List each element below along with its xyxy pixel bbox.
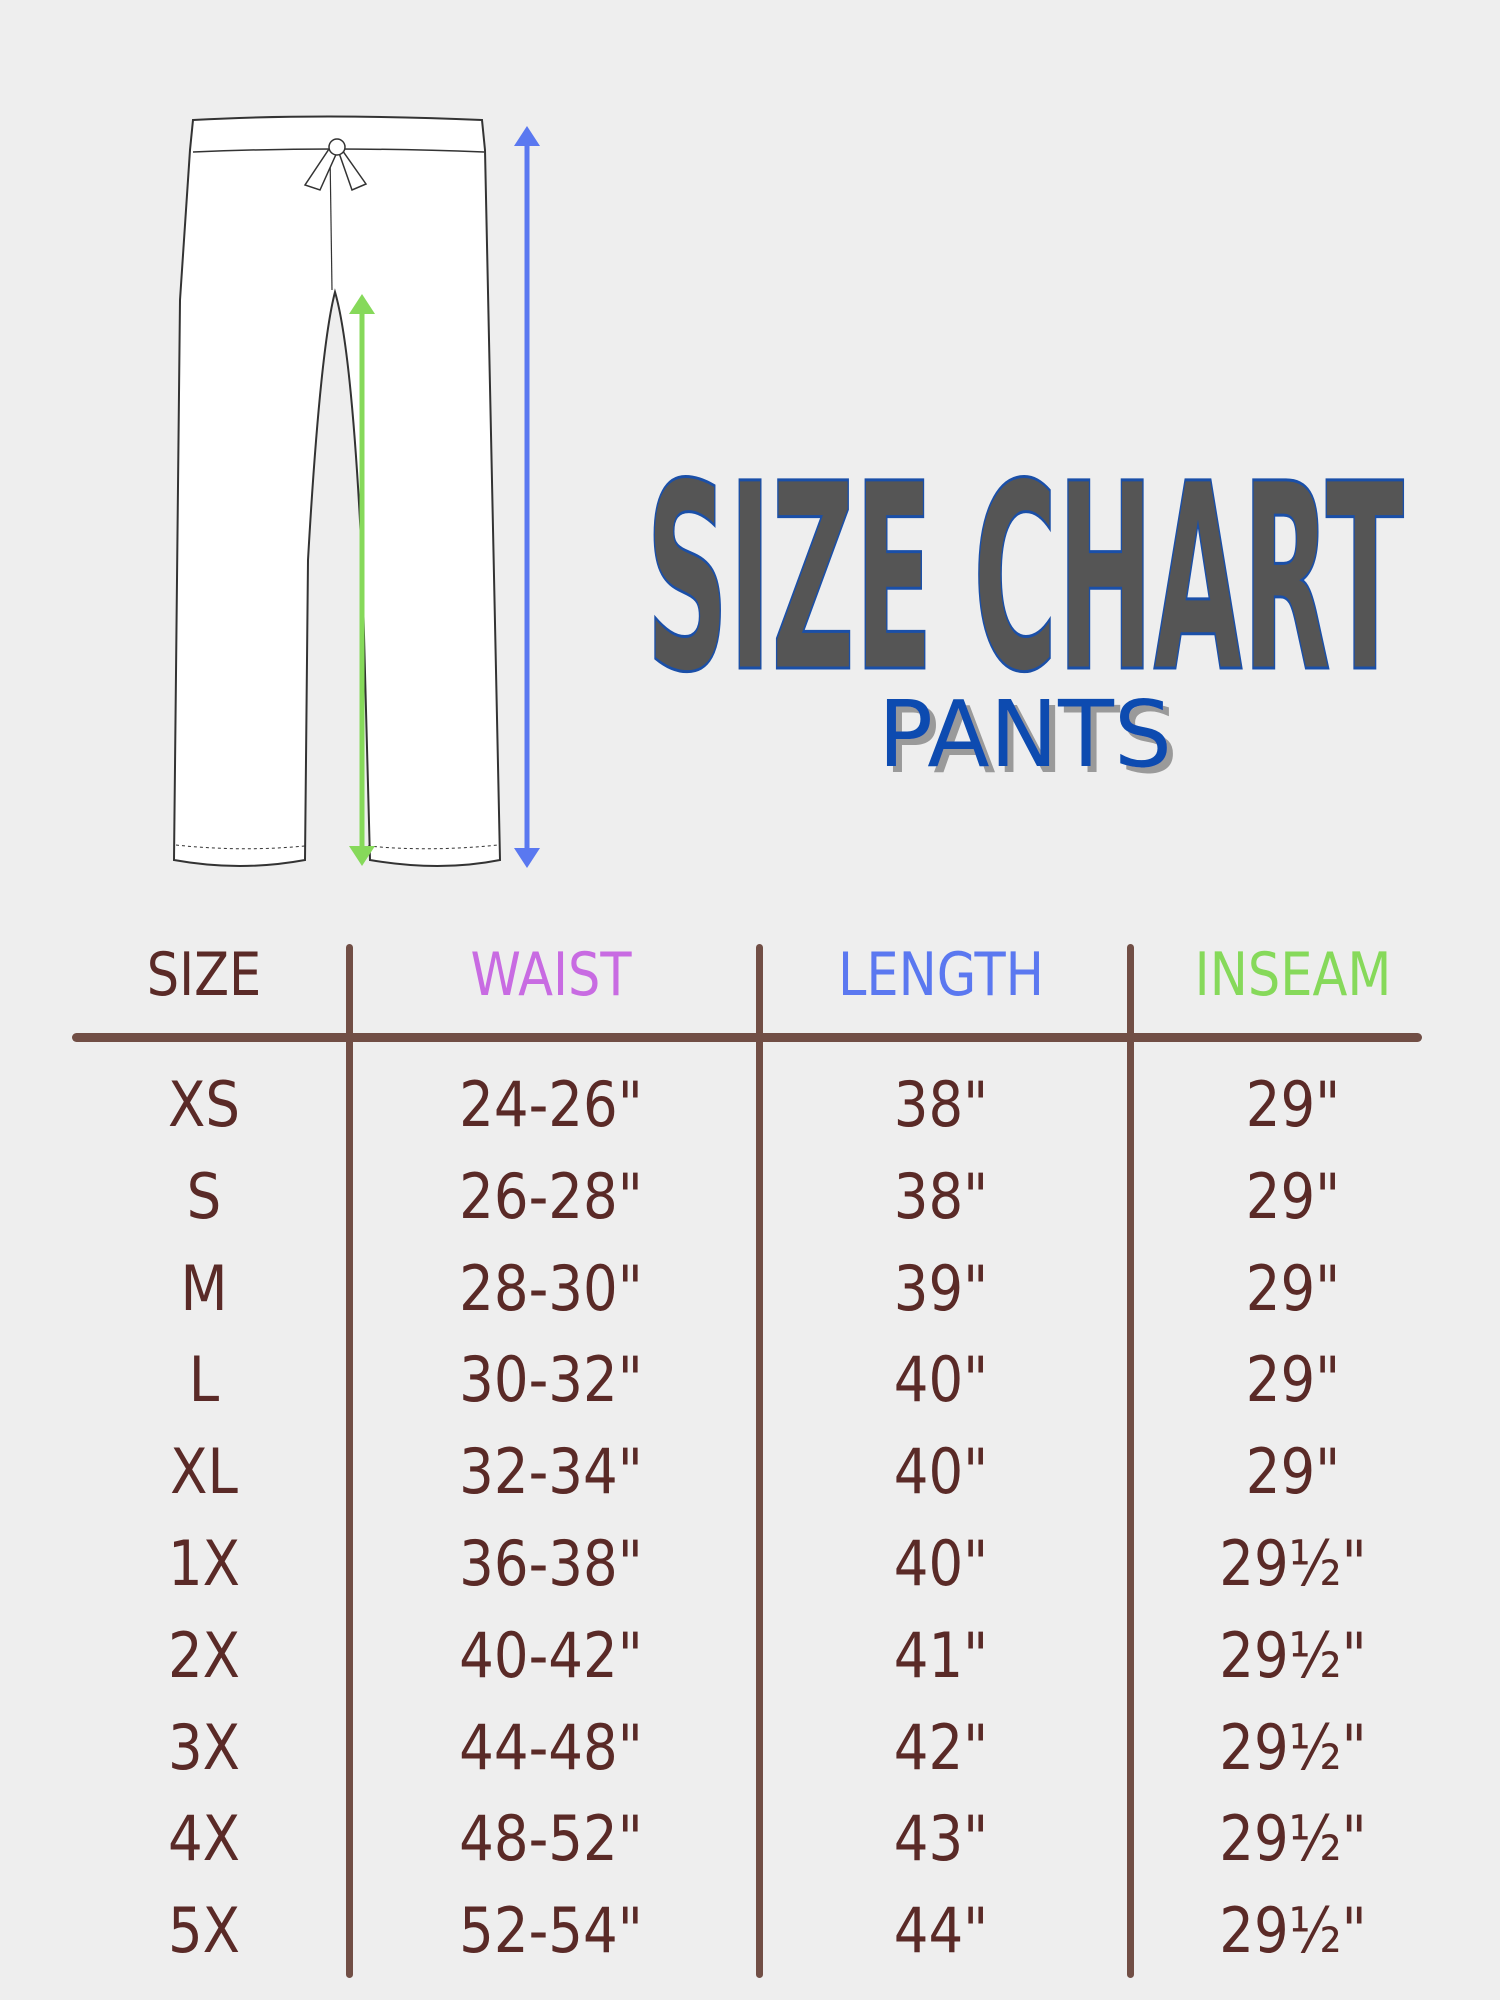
header-inseam: INSEAM [1194, 940, 1392, 1010]
cell-length: 40" [893, 1435, 989, 1509]
cell-waist: 30-32" [459, 1343, 643, 1417]
cell-inseam: 29" [1245, 1068, 1341, 1141]
cell-size: S [186, 1159, 222, 1233]
cell-inseam: 29½" [1219, 1710, 1367, 1784]
cell-length: 41" [893, 1618, 989, 1692]
cell-waist: 52-54" [459, 1894, 643, 1968]
header-length: LENGTH [838, 940, 1044, 1010]
cell-waist: 44-48" [459, 1710, 643, 1784]
header-size: SIZE [146, 940, 262, 1010]
cell-size: XL [170, 1435, 238, 1509]
cell-length: 38" [893, 1159, 989, 1233]
cell-waist: 36-38" [459, 1527, 643, 1600]
cell-inseam: 29½" [1219, 1618, 1367, 1692]
cell-length: 39" [893, 1251, 989, 1325]
pants-outline-icon [172, 115, 502, 867]
header-artwork: SIZE CHART PANTS [172, 115, 1406, 868]
column-divider [756, 944, 763, 1978]
header-waist: WAIST [470, 940, 632, 1010]
cell-waist: 32-34" [459, 1435, 643, 1509]
cell-inseam: 29½" [1219, 1894, 1367, 1968]
cell-size: 1X [167, 1527, 241, 1600]
page-subtitle: PANTS [878, 681, 1172, 788]
column-divider [1127, 944, 1134, 1978]
cell-waist: 28-30" [459, 1251, 643, 1325]
cell-size: 2X [167, 1618, 241, 1692]
cell-waist: 26-28" [459, 1159, 643, 1233]
cell-length: 44" [893, 1894, 989, 1968]
cell-size: L [188, 1343, 220, 1417]
inseam-arrow [349, 294, 375, 866]
cell-waist: 24-26" [459, 1068, 643, 1141]
cell-length: 40" [893, 1343, 989, 1417]
cell-inseam: 29" [1245, 1435, 1341, 1509]
cell-length: 38" [893, 1068, 989, 1141]
cell-waist: 48-52" [459, 1802, 643, 1876]
cell-inseam: 29½" [1219, 1527, 1367, 1600]
cell-inseam: 29" [1245, 1343, 1341, 1417]
cell-size: 3X [167, 1710, 241, 1784]
cell-size: XS [167, 1068, 241, 1141]
header-divider [72, 1033, 1422, 1042]
cell-inseam: 29½" [1219, 1802, 1367, 1876]
cell-inseam: 29" [1245, 1251, 1341, 1325]
cell-waist: 40-42" [459, 1618, 643, 1692]
length-arrow [514, 126, 540, 868]
cell-length: 42" [893, 1710, 989, 1784]
cell-size: M [180, 1251, 228, 1325]
cell-size: 4X [167, 1802, 241, 1876]
cell-length: 43" [893, 1802, 989, 1876]
cell-inseam: 29" [1245, 1159, 1341, 1233]
cell-size: 5X [167, 1894, 241, 1968]
column-divider [346, 944, 353, 1978]
page-title: SIZE CHART [646, 429, 1405, 729]
cell-length: 40" [893, 1527, 989, 1600]
